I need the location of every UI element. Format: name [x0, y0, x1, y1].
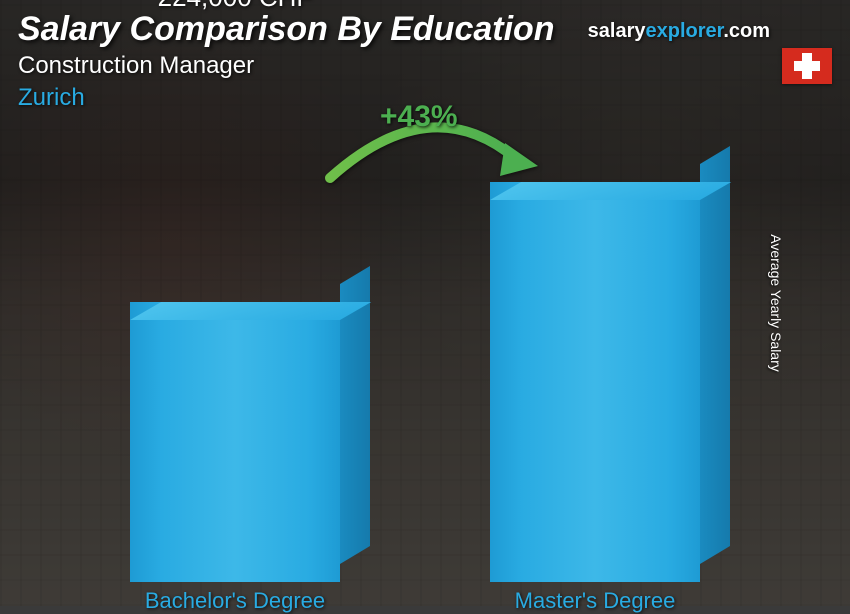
content-layer: Salary Comparison By Education Construct… [0, 0, 850, 606]
brand-part2: explorer [645, 20, 723, 42]
swiss-flag-icon [782, 48, 832, 84]
bar-front-face [130, 302, 340, 582]
bar-top-face [130, 302, 371, 320]
location-label: Zurich [18, 84, 85, 112]
bar-label: Master's Degree [515, 588, 676, 614]
bar-side-face [700, 146, 730, 564]
brand-suffix: .com [723, 20, 770, 42]
bar-masters: 320,000 CHF Master's Degree [490, 182, 700, 582]
brand-logo: salaryexplorer.com [588, 20, 770, 43]
bar-front-face [490, 182, 700, 582]
page-title: Salary Comparison By Education [18, 10, 555, 49]
bar-chart: 224,000 CHF Bachelor's Degree 320,000 CH… [0, 112, 850, 582]
bar-top-face [490, 182, 731, 200]
job-subtitle: Construction Manager [18, 52, 254, 80]
bar-bachelors: 224,000 CHF Bachelor's Degree [130, 302, 340, 582]
brand-part1: salary [588, 20, 646, 42]
bar-label: Bachelor's Degree [145, 588, 325, 614]
bar-value: 224,000 CHF [158, 0, 313, 13]
